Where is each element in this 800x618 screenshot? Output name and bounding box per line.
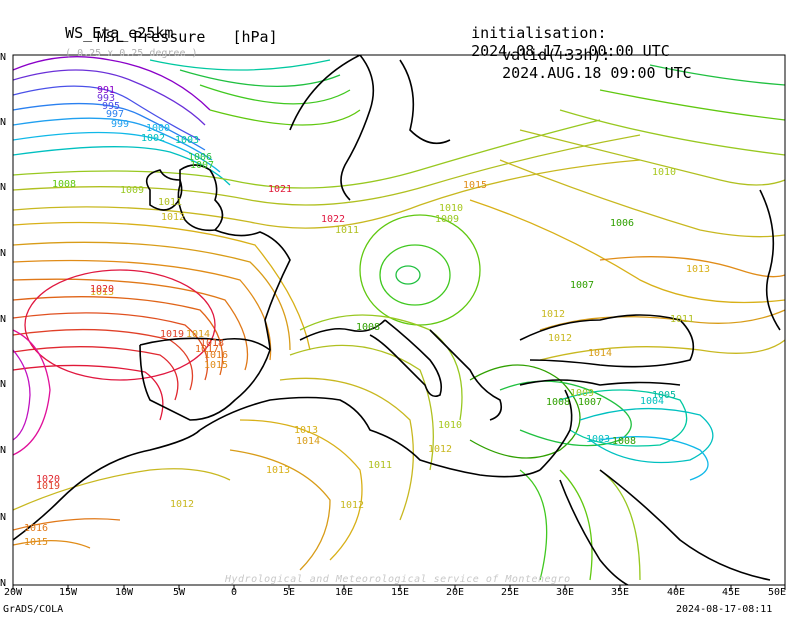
lon-tick: 0 [230, 587, 238, 598]
contour-label: 1008 [546, 397, 570, 408]
lon-tick: 40E [666, 587, 686, 598]
contour-label: 1020 [36, 474, 60, 485]
contour-label: 1016 [204, 350, 228, 361]
contour-label: 1003 [586, 434, 610, 445]
contour-label: 1013 [686, 264, 710, 275]
contour-labels: 991 993 995 997 999 1000 1002 1003 1006 … [24, 85, 710, 548]
lon-tick: 5E [282, 587, 296, 598]
lon-tick: 30E [555, 587, 575, 598]
contour-label: 1009 [435, 214, 459, 225]
contour-label: 999 [111, 119, 129, 130]
model-name: WS_Eta_e25km [65, 24, 174, 42]
contour-label: 1011 [670, 314, 694, 325]
contour-label: 1012 [428, 444, 452, 455]
contour-label: 1018 [200, 338, 224, 349]
init-value: 2024.08.17. 00:00 UTC [471, 42, 670, 60]
coastlines [13, 55, 781, 585]
lat-tick: N [0, 314, 7, 325]
lat-tick: N [0, 578, 7, 589]
contour-label: 1000 [146, 123, 170, 134]
contour-label: 995 [102, 101, 120, 112]
lon-tick: 20E [445, 587, 465, 598]
lat-tick: N [0, 445, 7, 456]
contour-label: 1011 [368, 460, 392, 471]
watermark: Hydrological and Meteorological service … [225, 574, 571, 585]
contour-label: 1007 [578, 397, 602, 408]
contour-label: 1010 [438, 420, 462, 431]
contour-label: 1013 [294, 425, 318, 436]
contour-label: 1012 [541, 309, 565, 320]
contour-label: 1016 [24, 523, 48, 534]
lon-tick: 45E [721, 587, 741, 598]
contour-label: 1011 [335, 225, 359, 236]
contour-label: 1008 [52, 179, 76, 190]
contour-label: 1002 [141, 133, 165, 144]
lon-tick: 5W [172, 587, 186, 598]
contour-label: 1011 [158, 197, 182, 208]
contour-label: 1006 [610, 218, 634, 229]
contour-label: 1012 [548, 333, 572, 344]
field-name: MSL Pressure [hPa] [97, 28, 278, 46]
contour-label: 1013 [90, 287, 114, 298]
contour-label: 1007 [190, 160, 214, 171]
contour-label: 1008 [356, 322, 380, 333]
contour-label: 1019 [36, 481, 60, 492]
map-frame [12, 54, 786, 586]
contour-label: 1013 [266, 465, 290, 476]
lon-tick: 10W [114, 587, 134, 598]
lat-tick: N [0, 52, 7, 63]
contour-label: 1022 [321, 214, 345, 225]
contour-label: 1009 [570, 388, 594, 399]
valid-label: valid(+33h): [502, 46, 611, 64]
contour-label: 1009 [120, 185, 144, 196]
contour-label: 993 [97, 93, 115, 104]
lon-tick: 20W [3, 587, 23, 598]
contour-label: 1015 [204, 360, 228, 371]
software-credit: GrADS/COLA [3, 604, 64, 615]
lon-tick: 10E [334, 587, 354, 598]
lat-tick: N [0, 512, 7, 523]
contour-label: 1007 [570, 280, 594, 291]
contour-label: 1010 [652, 167, 676, 178]
lat-tick: N [0, 379, 7, 390]
contour-label: 1012 [340, 500, 364, 511]
contour-label: 1021 [268, 184, 292, 195]
lat-tick: N [0, 248, 7, 259]
contour-label: 1005 [652, 390, 676, 401]
contour-label: 991 [97, 85, 115, 96]
contour-label: 1015 [463, 180, 487, 191]
render-timestamp: 2024-08-17-08:11 [676, 604, 773, 615]
lat-tick: N [0, 182, 7, 193]
contour-label: 1012 [170, 499, 194, 510]
lon-tick: 35E [610, 587, 630, 598]
lon-tick: 15W [58, 587, 78, 598]
contour-label: 1014 [186, 329, 210, 340]
init-label: initialisation: [471, 24, 607, 42]
lon-tick: 25E [500, 587, 520, 598]
contour-label: 1014 [296, 436, 320, 447]
contour-label: 1004 [640, 396, 664, 407]
contour-label: 1012 [161, 212, 185, 223]
contour-label: 1014 [588, 348, 612, 359]
contour-label: 1020 [90, 284, 114, 295]
contour-label: 1006 [188, 152, 212, 163]
contour-label: 1008 [612, 436, 636, 447]
contour-label: 1015 [24, 537, 48, 548]
contour-label: 1019 [160, 329, 184, 340]
valid-value: 2024.AUG.18 09:00 UTC [502, 64, 692, 82]
lon-tick: 15E [390, 587, 410, 598]
lat-tick: N [0, 117, 7, 128]
contour-label: 1017 [195, 344, 219, 355]
lon-tick: 50E [767, 587, 787, 598]
isobar-lines [13, 56, 785, 581]
grid-resolution: ( 0.25 x 0.25 degree ) [65, 48, 198, 59]
contour-label: 997 [106, 109, 124, 120]
contour-label: 1003 [175, 135, 199, 146]
contour-label: 1010 [439, 203, 463, 214]
tick-marks [12, 585, 786, 590]
